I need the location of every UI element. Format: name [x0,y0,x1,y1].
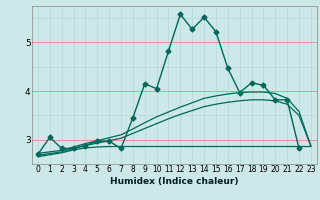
X-axis label: Humidex (Indice chaleur): Humidex (Indice chaleur) [110,177,239,186]
